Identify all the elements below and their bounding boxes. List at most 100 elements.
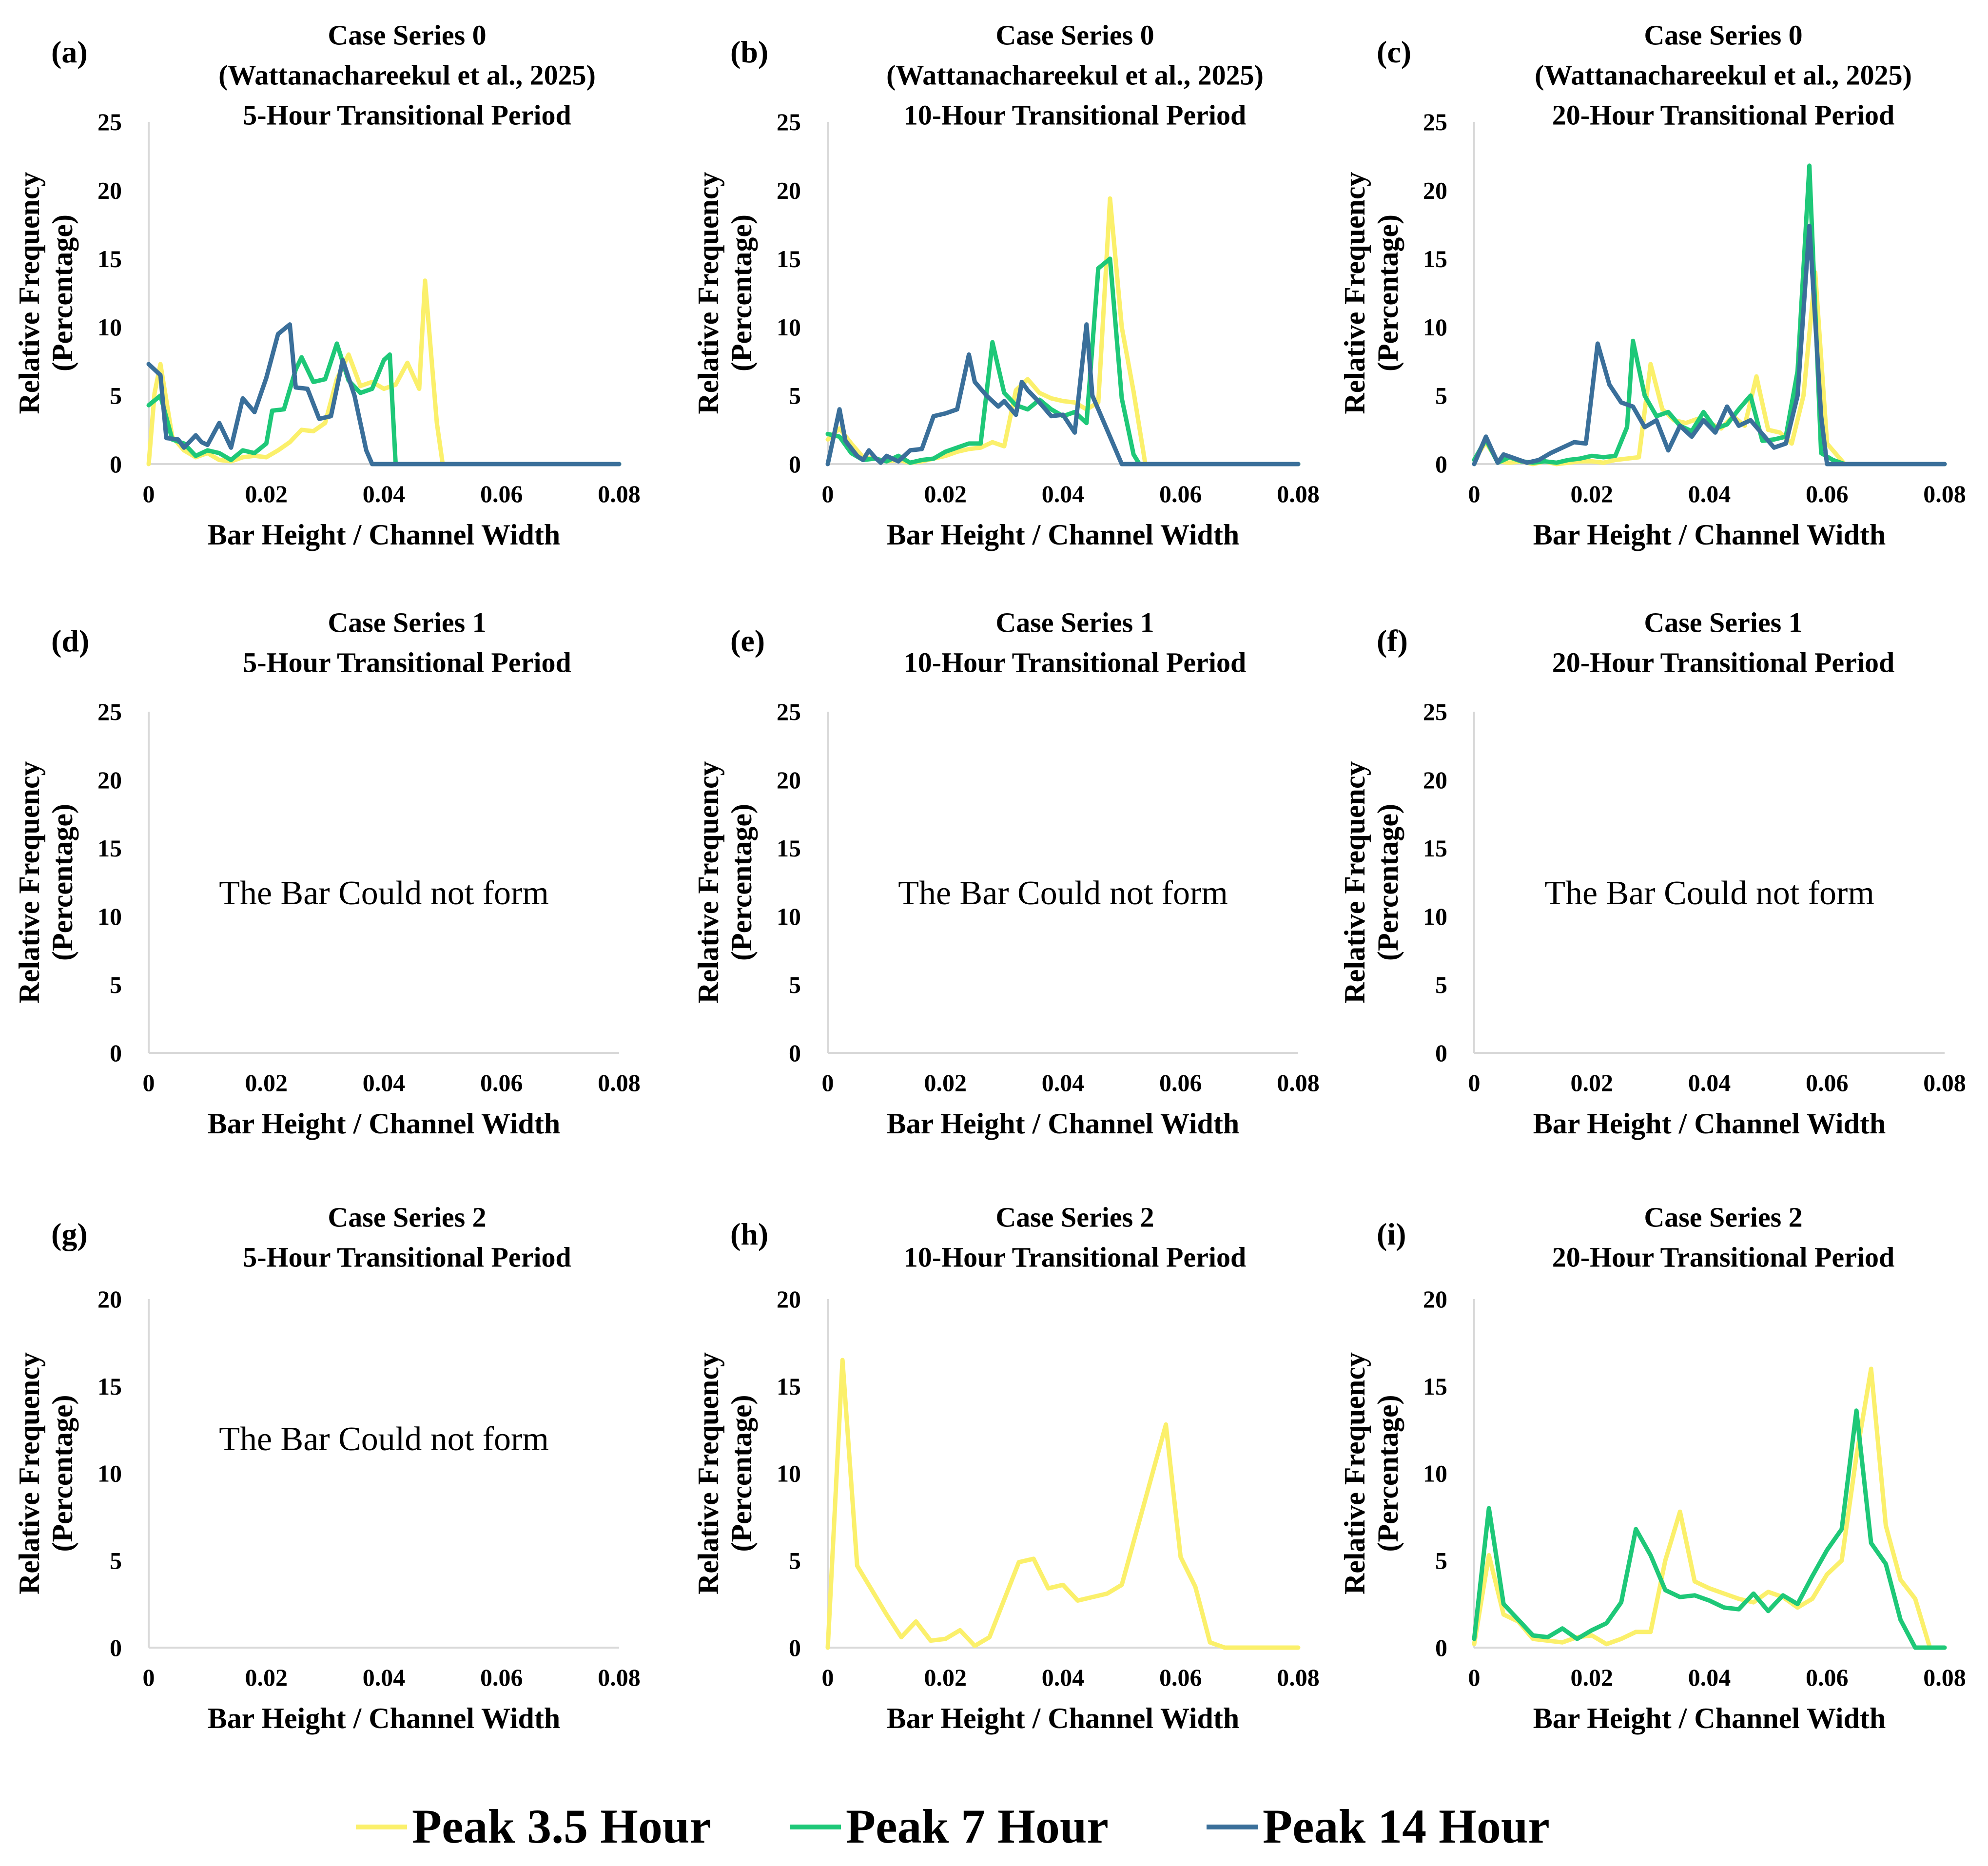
y-axis-label: (Percentage) — [725, 1395, 758, 1552]
x-tick-label: 0.04 — [1688, 1664, 1731, 1691]
chart-title-line: (Wattanachareekul et al., 2025) — [1535, 59, 1912, 91]
y-axis-label: Relative Frequency — [692, 172, 724, 414]
x-tick-label: 0.04 — [1042, 480, 1085, 507]
y-axis-label: Relative Frequency — [1339, 1352, 1371, 1594]
chart-title-line: (Wattanachareekul et al., 2025) — [218, 59, 596, 91]
x-tick-label: 0.04 — [1688, 1069, 1731, 1096]
x-tick-label: 0.08 — [1923, 1664, 1966, 1691]
x-tick-label: 0.08 — [598, 1664, 641, 1691]
y-tick-label: 15 — [1423, 245, 1447, 272]
x-tick-label: 0.06 — [480, 1069, 523, 1096]
y-tick-label: 15 — [1423, 835, 1447, 862]
x-tick-label: 0.02 — [924, 1069, 967, 1096]
y-tick-label: 15 — [777, 835, 801, 862]
y-tick-label: 15 — [97, 245, 122, 272]
series-line — [825, 322, 1301, 466]
chart-panel: (a) Case Series 0 (Wattanachareekul et al.… — [13, 19, 641, 551]
x-tick-label: 0.02 — [924, 1664, 967, 1691]
y-tick-label: 10 — [1423, 903, 1447, 930]
series-line — [1472, 1408, 1947, 1650]
x-tick-label: 0.08 — [1277, 1069, 1320, 1096]
x-tick-label: 0.02 — [245, 480, 288, 507]
chart-panel: (g) Case Series 2 5-Hour Transitional Peri… — [13, 1202, 641, 1734]
x-tick-label: 0.06 — [1159, 480, 1202, 507]
chart-title-line: 10-Hour Transitional Period — [904, 1242, 1247, 1273]
chart-title-line: 5-Hour Transitional Period — [243, 1242, 571, 1273]
y-axis-label: (Percentage) — [1372, 214, 1404, 371]
y-tick-label: 5 — [789, 1547, 801, 1574]
y-axis-label: Relative Frequency — [1339, 761, 1371, 1003]
legend-item: Peak 14 Hour — [1207, 1799, 1550, 1853]
panel-letter: (f) — [1377, 623, 1408, 658]
x-tick-label: 0.08 — [1277, 1664, 1320, 1691]
x-tick-label: 0.08 — [598, 1069, 641, 1096]
y-tick-label: 5 — [110, 382, 122, 409]
y-axis-label: (Percentage) — [46, 804, 78, 961]
panel-letter: (h) — [730, 1217, 768, 1251]
chart-title-line: Case Series 1 — [1644, 607, 1802, 639]
x-tick-label: 0.08 — [1923, 1069, 1966, 1096]
series-line — [1472, 1366, 1947, 1650]
y-tick-label: 15 — [1423, 1373, 1447, 1400]
chart-title-line: Case Series 2 — [995, 1202, 1154, 1233]
legend: Peak 3.5 Hour Peak 7 Hour Peak 14 Hour — [356, 1799, 1550, 1853]
y-axis-label: (Percentage) — [46, 214, 78, 371]
x-tick-label: 0 — [143, 1664, 155, 1691]
chart-panel: (i) Case Series 2 20-Hour Transitional Per… — [1339, 1202, 1966, 1734]
y-tick-label: 5 — [1435, 1547, 1447, 1574]
y-tick-label: 5 — [1435, 971, 1447, 998]
y-tick-label: 0 — [110, 450, 122, 478]
y-axis-label: Relative Frequency — [692, 1352, 724, 1594]
y-tick-label: 0 — [1435, 1039, 1447, 1067]
x-axis-label: Bar Height / Channel Width — [887, 519, 1240, 551]
panel-letter: (d) — [51, 623, 89, 658]
x-tick-label: 0.08 — [1923, 480, 1966, 507]
x-tick-label: 0.02 — [924, 480, 967, 507]
y-tick-label: 10 — [97, 313, 122, 341]
y-tick-label: 15 — [97, 835, 122, 862]
chart-title-line: 20-Hour Transitional Period — [1552, 99, 1895, 131]
chart-panel: (b) Case Series 0 (Wattanachareekul et al.… — [692, 19, 1320, 551]
y-tick-label: 0 — [110, 1039, 122, 1067]
chart-title-line: Case Series 1 — [995, 607, 1154, 639]
series-line — [1472, 223, 1947, 466]
series-line — [146, 341, 622, 466]
x-tick-label: 0.06 — [480, 1664, 523, 1691]
y-tick-label: 10 — [97, 903, 122, 930]
y-tick-label: 5 — [110, 1547, 122, 1574]
chart-title-line: Case Series 0 — [995, 19, 1154, 51]
y-tick-label: 20 — [777, 766, 801, 794]
y-tick-label: 10 — [777, 1460, 801, 1487]
x-tick-label: 0 — [822, 1664, 834, 1691]
y-axis-label: Relative Frequency — [13, 761, 45, 1003]
y-tick-label: 5 — [789, 382, 801, 409]
y-tick-label: 25 — [777, 108, 801, 136]
y-axis-label: Relative Frequency — [13, 1352, 45, 1594]
panel-letter: (e) — [730, 623, 765, 658]
y-axis-label: (Percentage) — [1372, 804, 1404, 961]
y-axis-label: (Percentage) — [46, 1395, 78, 1552]
x-tick-label: 0.02 — [245, 1069, 288, 1096]
y-tick-label: 5 — [789, 971, 801, 998]
y-tick-label: 0 — [789, 450, 801, 478]
x-tick-label: 0 — [143, 480, 155, 507]
chart-title-line: Case Series 0 — [328, 19, 486, 51]
legend-label: Peak 14 Hour — [1263, 1799, 1550, 1853]
chart-title-line: 5-Hour Transitional Period — [243, 99, 571, 131]
y-tick-label: 5 — [110, 971, 122, 998]
x-tick-label: 0.06 — [1159, 1664, 1202, 1691]
x-tick-label: 0.04 — [1688, 480, 1731, 507]
x-tick-label: 0.06 — [480, 480, 523, 507]
chart-panel: (e) Case Series 1 10-Hour Transitional Per… — [692, 607, 1320, 1140]
x-axis-label: Bar Height / Channel Width — [1533, 519, 1886, 551]
chart-panel: (f) Case Series 1 20-Hour Transitional Per… — [1339, 607, 1966, 1140]
series-line — [825, 196, 1301, 466]
x-tick-label: 0.02 — [1571, 480, 1614, 507]
y-tick-label: 20 — [97, 766, 122, 794]
x-tick-label: 0.02 — [1571, 1664, 1614, 1691]
series-line — [146, 278, 622, 466]
series-line — [825, 1358, 1301, 1650]
y-axis-label: (Percentage) — [1372, 1395, 1404, 1552]
y-tick-label: 20 — [1423, 766, 1447, 794]
